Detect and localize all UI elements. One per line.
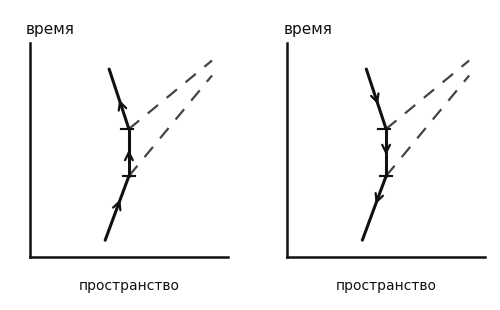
Text: пространство: пространство xyxy=(336,279,436,293)
Text: пространство: пространство xyxy=(78,279,180,293)
Text: время: время xyxy=(26,22,75,37)
Text: время: время xyxy=(283,22,332,37)
